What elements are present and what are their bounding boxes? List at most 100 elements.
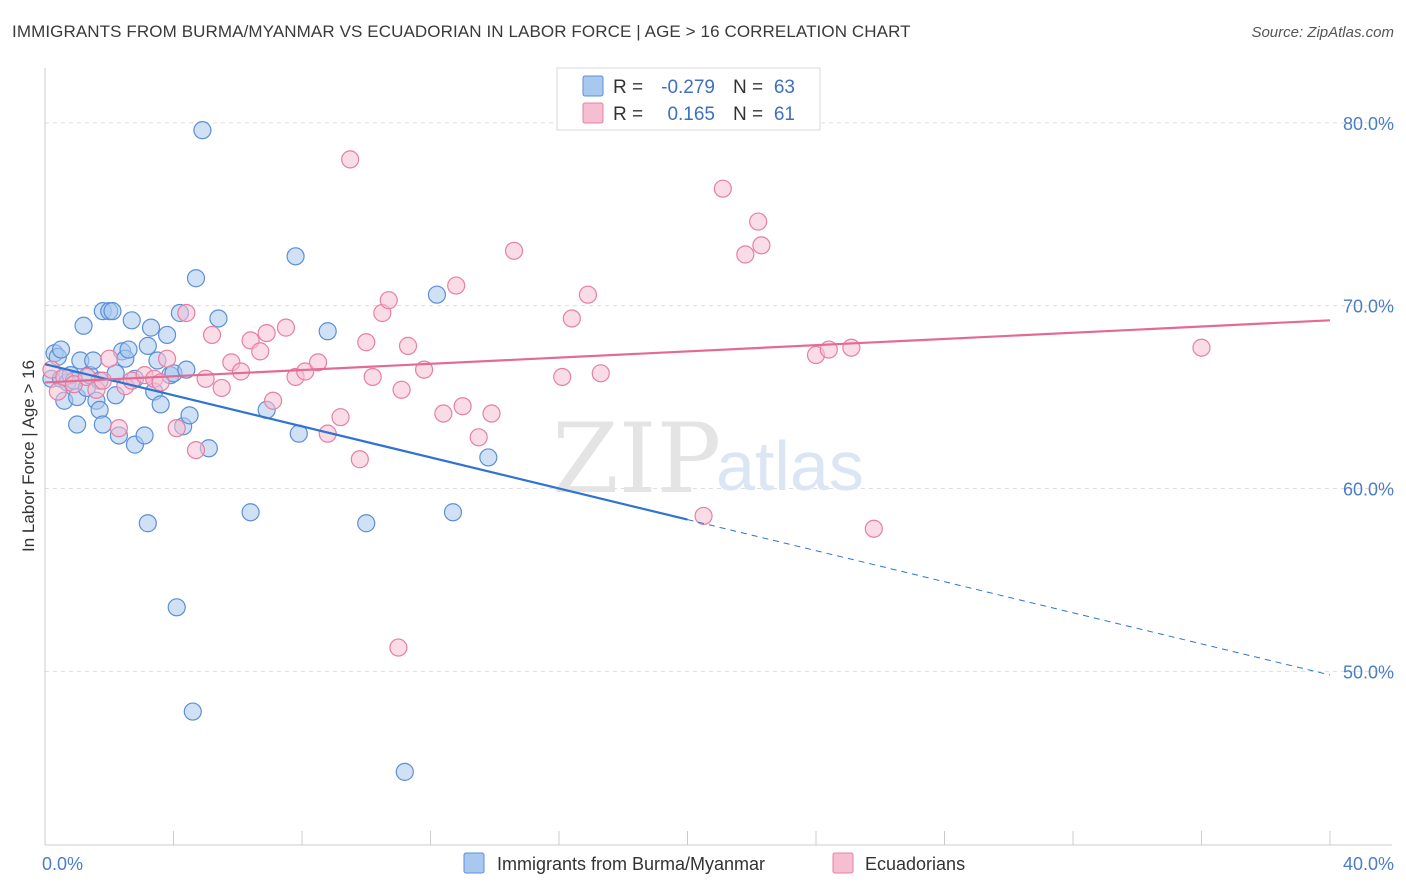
ecuadorian-point-15 bbox=[167, 419, 186, 438]
y-tick-label-1: 60.0% bbox=[1343, 479, 1394, 499]
burma-point-3 bbox=[51, 340, 71, 359]
legend-r-label-blue: R = bbox=[613, 77, 643, 98]
ecuadorian-point-48 bbox=[553, 367, 572, 387]
ecuadorian-point-14 bbox=[157, 349, 177, 368]
legend-n-value-pink: 61 bbox=[774, 104, 795, 125]
ecuadorian-point-8 bbox=[109, 419, 128, 438]
burma-point-49 bbox=[193, 121, 212, 140]
burma-point-38 bbox=[151, 395, 170, 414]
burma-trend-extension bbox=[687, 519, 1331, 676]
trend-lines bbox=[44, 319, 1331, 676]
burma-point-58 bbox=[395, 762, 414, 781]
ecuadorian-point-54 bbox=[736, 245, 755, 264]
x-tick-labels: 0.0% 40.0% bbox=[42, 854, 1394, 874]
ecuadorian-point-45 bbox=[469, 428, 488, 447]
burma-point-47 bbox=[183, 702, 202, 721]
ecuadorian-trend-line bbox=[44, 319, 1331, 384]
burma-point-56 bbox=[318, 322, 337, 341]
watermark: ZIP atlas bbox=[552, 403, 864, 515]
ecuadorian-point-47 bbox=[504, 241, 524, 260]
ecuadorian-point-32 bbox=[331, 408, 350, 427]
burma-point-32 bbox=[135, 426, 154, 445]
ecuadorian-point-62 bbox=[389, 638, 408, 657]
ecuadorian-point-25 bbox=[257, 323, 276, 343]
ecuadorian-point-7 bbox=[100, 349, 119, 368]
ecuadorian-point-17 bbox=[186, 441, 206, 460]
x-tick-label-0: 0.0% bbox=[42, 854, 83, 874]
ecuadorian-point-61 bbox=[1192, 338, 1211, 357]
burma-point-59 bbox=[427, 285, 447, 304]
burma-point-35 bbox=[141, 318, 161, 337]
burma-point-46 bbox=[180, 406, 199, 425]
burma-point-52 bbox=[241, 503, 260, 522]
y-axis-label: In Labor Force | Age > 16 bbox=[19, 360, 38, 552]
series-swatch-burma bbox=[463, 852, 485, 874]
legend-n-label-pink: N = bbox=[733, 104, 763, 125]
ecuadorian-point-29 bbox=[296, 362, 315, 381]
series-label-burma: Immigrants from Burma/Myanmar bbox=[497, 854, 765, 874]
ecuadorian-point-42 bbox=[434, 404, 453, 423]
ecuadorian-point-18 bbox=[196, 369, 215, 388]
burma-point-61 bbox=[479, 448, 498, 467]
burma-point-42 bbox=[167, 598, 186, 617]
burma-point-10 bbox=[68, 415, 87, 434]
watermark-zip: ZIP bbox=[552, 403, 721, 515]
burma-point-51 bbox=[209, 309, 228, 328]
ecuadorian-point-44 bbox=[453, 397, 472, 416]
series-legend: Immigrants from Burma/Myanmar Ecuadorian… bbox=[463, 852, 965, 874]
ecuadorian-point-13 bbox=[151, 373, 170, 392]
ecuadorian-point-40 bbox=[398, 336, 418, 355]
ecuadorian-point-20 bbox=[212, 378, 231, 398]
ecuadorian-point-35 bbox=[357, 333, 376, 352]
y-tick-labels: 50.0% 60.0% 70.0% 80.0% bbox=[1343, 114, 1394, 682]
ecuadorian-point-51 bbox=[591, 364, 610, 383]
correlation-legend: R = -0.279 N = 63 R = 0.165 N = 61 bbox=[556, 67, 821, 131]
ecuadorian-point-30 bbox=[308, 353, 328, 372]
burma-trend-line bbox=[44, 363, 688, 521]
ecuadorian-point-43 bbox=[447, 276, 466, 295]
ecuadorian-point-52 bbox=[694, 506, 713, 526]
ecuadorian-point-49 bbox=[562, 309, 581, 328]
legend-r-value-pink: 0.165 bbox=[667, 104, 715, 125]
watermark-atlas: atlas bbox=[716, 427, 864, 505]
ecuadorian-point-27 bbox=[276, 318, 296, 337]
ecuadorian-point-26 bbox=[263, 391, 283, 410]
burma-point-28 bbox=[119, 340, 138, 359]
y-tick-label-0: 50.0% bbox=[1343, 662, 1394, 682]
burma-point-54 bbox=[286, 247, 305, 266]
burma-point-15 bbox=[84, 351, 103, 370]
burma-point-57 bbox=[357, 514, 376, 533]
burma-point-45 bbox=[177, 360, 196, 379]
burma-point-34 bbox=[138, 336, 157, 355]
legend-r-label-pink: R = bbox=[613, 104, 643, 125]
series-label-ecuadorians: Ecuadorians bbox=[865, 854, 965, 874]
y-tick-label-3: 80.0% bbox=[1343, 114, 1394, 134]
series-swatch-ecuadorians bbox=[832, 852, 854, 874]
burma-point-19 bbox=[93, 415, 112, 434]
burma-point-48 bbox=[186, 269, 206, 288]
legend-n-value-blue: 63 bbox=[774, 77, 795, 98]
ecuadorian-point-19 bbox=[202, 325, 222, 345]
legend-swatch-blue bbox=[582, 75, 604, 97]
legend-n-label-blue: N = bbox=[733, 77, 763, 98]
burma-point-22 bbox=[103, 302, 122, 321]
source-credit: Source: ZipAtlas.com bbox=[1251, 24, 1394, 41]
chart-title: IMMIGRANTS FROM BURMA/MYANMAR VS ECUADOR… bbox=[12, 22, 911, 41]
ecuadorian-point-53 bbox=[713, 179, 732, 198]
ecuadorian-point-50 bbox=[578, 285, 598, 304]
burma-point-33 bbox=[138, 514, 157, 533]
burma-point-29 bbox=[122, 311, 141, 330]
burma-point-60 bbox=[443, 503, 463, 522]
ecuadorian-point-59 bbox=[842, 338, 861, 357]
axes bbox=[44, 68, 1392, 846]
burma-point-39 bbox=[157, 325, 177, 345]
ecuadorian-point-34 bbox=[350, 450, 369, 469]
grid-lines bbox=[45, 122, 1392, 672]
ecuadorian-point-36 bbox=[363, 367, 382, 387]
data-points bbox=[42, 121, 1211, 781]
y-tick-label-2: 70.0% bbox=[1343, 297, 1394, 317]
ecuadorian-point-33 bbox=[341, 150, 360, 169]
ecuadorian-point-46 bbox=[482, 404, 501, 423]
legend-r-value-blue: -0.279 bbox=[661, 77, 715, 98]
ecuadorian-point-55 bbox=[749, 212, 768, 231]
